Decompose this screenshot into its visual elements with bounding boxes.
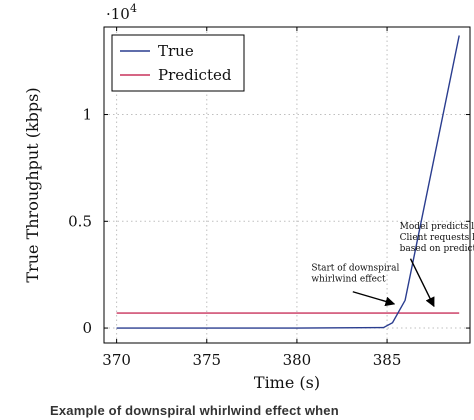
- grid: [104, 27, 470, 343]
- legend-box: [111, 34, 245, 92]
- y-tick-label-2: 1: [82, 106, 92, 124]
- legend-label-true: True: [158, 42, 194, 60]
- x-tick-label-3: 385: [373, 351, 402, 369]
- annotation-0-line-1: Client requests lower value: [400, 233, 474, 243]
- series-lines: [116, 35, 460, 329]
- annotation-1-line-0: Start of downspiral: [311, 263, 399, 273]
- plot-frame: [103, 26, 471, 344]
- x-tick-label-0: 370: [102, 351, 131, 369]
- legend: True Predicted: [111, 34, 245, 92]
- figure-caption: Example of downspiral whirlwind effect w…: [50, 403, 339, 418]
- y-tick-label-0: 0: [82, 319, 92, 337]
- annotation-arrow-0: [409, 258, 435, 308]
- x-axis-label: Time (s): [254, 373, 320, 392]
- y-tick-label-1: 0.5: [68, 212, 92, 230]
- annotations: Model predicts low valueClient requests …: [311, 222, 474, 308]
- y-multiplier-exponent: 4: [130, 2, 137, 15]
- series-line-true: [116, 35, 460, 329]
- y-multiplier-label: ·10: [106, 5, 130, 23]
- legend-label-predicted: Predicted: [158, 66, 232, 84]
- x-tick-label-1: 375: [192, 351, 221, 369]
- x-tick-label-2: 380: [283, 351, 312, 369]
- annotation-arrow-1: [352, 291, 396, 307]
- annotation-0-line-2: based on prediction: [400, 244, 474, 254]
- y-axis-label: True Throughput (kbps): [23, 87, 42, 282]
- annotation-1-line-1: whirlwind effect: [311, 274, 386, 284]
- annotation-0-line-0: Model predicts low value: [400, 222, 474, 232]
- axes: 370 375 380 385 0 0.5 1 Time (s) True Throughput…: [23, 2, 471, 392]
